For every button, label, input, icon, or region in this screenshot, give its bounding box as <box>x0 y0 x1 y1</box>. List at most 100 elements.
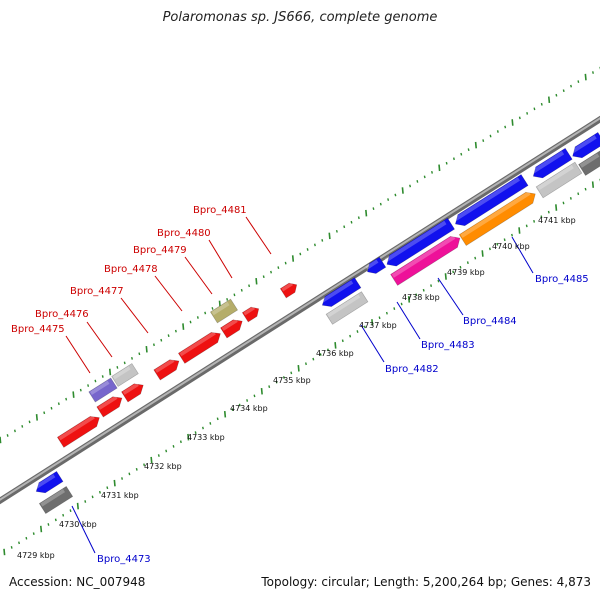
upper-tick <box>372 207 375 211</box>
leader-line-bpro_4473 <box>71 505 96 554</box>
lower-tick <box>238 403 241 407</box>
upper-tick <box>526 111 529 115</box>
gene-label-bpro_4477: Bpro_4477 <box>70 286 124 297</box>
lower-tick <box>297 365 300 372</box>
genome-summary-text: Topology: circular; Length: 5,200,264 bp… <box>261 575 591 589</box>
lower-tick <box>54 518 57 522</box>
lower-tick <box>253 394 256 398</box>
lower-tick <box>150 456 153 464</box>
gene-feature-gray-highlight <box>112 366 131 380</box>
upper-tick <box>174 329 177 333</box>
upper-tick <box>533 107 536 111</box>
upper-tick <box>299 252 302 256</box>
gene-feature-blue-highlight <box>570 135 597 154</box>
gene-feature-blue-highlight <box>320 280 354 304</box>
lower-tick <box>334 342 337 349</box>
lower-tick <box>540 215 543 219</box>
upper-tick <box>131 356 133 360</box>
lower-tick <box>533 219 536 223</box>
lower-tick <box>113 479 116 487</box>
gene-feature-red-highlight <box>179 331 216 357</box>
upper-tick <box>270 270 273 274</box>
gene-label-bpro_4478: Bpro_4478 <box>104 264 158 275</box>
lower-tick <box>393 307 396 310</box>
upper-tick <box>335 229 338 233</box>
upper-tick <box>445 161 448 165</box>
upper-tick <box>21 425 24 428</box>
gene-label-bpro_4480: Bpro_4480 <box>157 228 211 239</box>
genome-backbone <box>0 115 600 505</box>
gene-label-bpro_4476: Bpro_4476 <box>35 309 89 320</box>
upper-tick <box>233 293 236 297</box>
lower-tick <box>10 546 13 549</box>
upper-tick <box>255 277 258 285</box>
upper-tick <box>145 345 148 353</box>
lower-tick <box>488 247 491 251</box>
lower-tick <box>474 256 477 260</box>
lower-tick <box>407 296 411 303</box>
gene-feature-red-highlight <box>243 306 256 316</box>
lower-tick <box>157 454 160 457</box>
gene-feature-blue <box>572 131 600 159</box>
scale-label: 4731 kbp <box>101 491 139 500</box>
upper-tick <box>431 170 433 174</box>
upper-tick <box>79 388 82 392</box>
gene-label-bpro_4481: Bpro_4481 <box>193 205 247 216</box>
gene-feature-purple-highlight <box>89 380 110 395</box>
lower-tick <box>304 362 307 366</box>
upper-tick <box>401 187 404 194</box>
lower-tick <box>400 302 403 306</box>
upper-tick <box>482 139 485 142</box>
lower-tick <box>341 339 344 343</box>
upper-tick <box>240 288 243 292</box>
upper-tick <box>182 323 185 330</box>
lower-tick <box>143 463 146 467</box>
gene-features <box>34 131 600 515</box>
gene-feature-pink <box>390 236 461 286</box>
lower-tick <box>496 242 499 246</box>
lower-tick <box>511 233 513 237</box>
lower-tick <box>584 187 587 191</box>
upper-tick <box>0 436 2 444</box>
lower-tick <box>25 536 28 540</box>
upper-tick <box>204 311 207 315</box>
scale-label: 4737 kbp <box>359 321 397 330</box>
leader-line-bpro_4481 <box>245 216 272 255</box>
lower-tick <box>481 250 484 257</box>
lower-tick <box>209 422 212 425</box>
upper-tick <box>72 391 75 398</box>
lower-tick <box>84 500 87 503</box>
scale-label: 4734 kbp <box>230 404 268 413</box>
lower-tick <box>562 201 565 205</box>
upper-tick <box>167 334 170 338</box>
upper-tick <box>262 275 265 279</box>
gene-feature-red-highlight <box>154 358 175 373</box>
upper-tick <box>562 89 565 93</box>
upper-tick <box>211 307 214 310</box>
upper-tick <box>350 220 353 224</box>
scale-label: 4733 kbp <box>187 433 225 442</box>
gene-feature-red-highlight <box>221 318 238 331</box>
gene-feature-orange <box>458 191 536 246</box>
lower-tick <box>91 495 94 499</box>
lower-tick <box>98 490 101 494</box>
gene-label-bpro_4485: Bpro_4485 <box>535 274 589 285</box>
upper-tick <box>94 379 97 383</box>
upper-tick <box>138 352 141 356</box>
lower-tick <box>378 316 381 320</box>
lower-tick <box>290 371 293 375</box>
upper-tick <box>343 225 346 229</box>
gene-feature-blue-highlight <box>384 220 447 263</box>
upper-tick <box>152 343 155 347</box>
gene-feature-gray <box>325 291 369 325</box>
upper-tick <box>189 320 192 324</box>
lower-tick <box>282 376 285 379</box>
upper-tick <box>577 80 580 83</box>
lower-tick <box>128 472 131 476</box>
scale-label: 4735 kbp <box>273 376 311 385</box>
upper-tick <box>460 152 463 156</box>
upper-tick <box>248 284 251 288</box>
upper-tick <box>13 429 16 433</box>
upper-tick <box>474 141 478 149</box>
